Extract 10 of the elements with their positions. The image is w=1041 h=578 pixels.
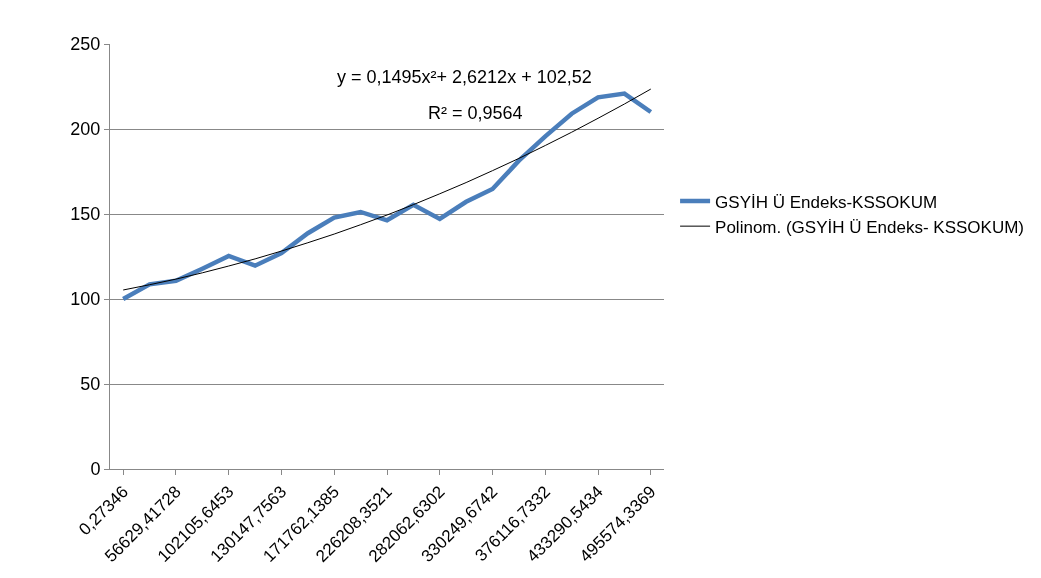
legend-label: GSYİH Ü Endeks-KSSOKUM [715, 192, 938, 212]
annotation: y = 0,1495x²+ 2,6212x + 102,52 [337, 67, 592, 87]
y-tick-label: 50 [80, 374, 101, 395]
annotation: R² = 0,9564 [428, 103, 523, 123]
y-tick-label: 200 [70, 119, 101, 140]
legend-label: Polinom. (GSYİH Ü Endeks- KSSOKUM) [715, 217, 1024, 237]
y-tick-label: 0 [90, 459, 101, 480]
y-tick-label: 100 [70, 289, 101, 310]
y-tick-label: 150 [70, 204, 101, 225]
y-tick-label: 250 [70, 34, 101, 55]
